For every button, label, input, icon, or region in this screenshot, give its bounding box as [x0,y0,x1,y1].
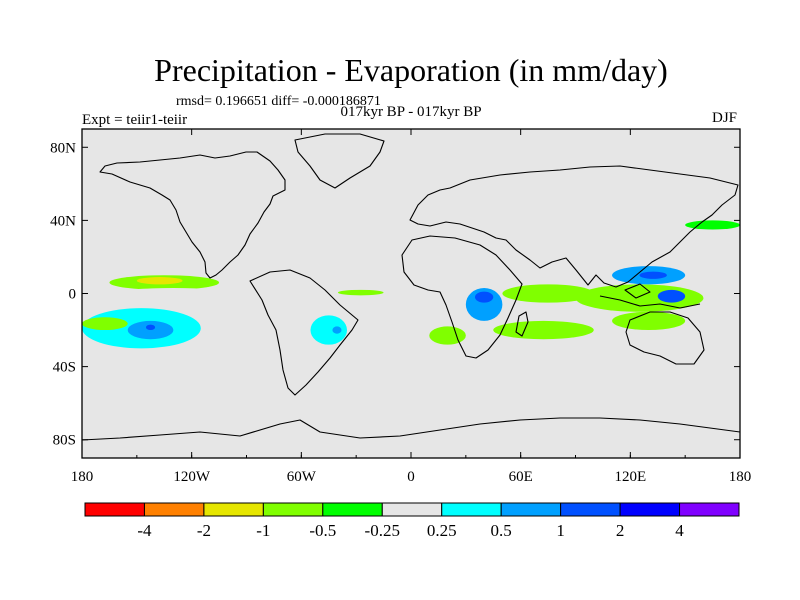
colorbar-swatch [560,502,621,517]
colorbar-label: 2 [616,521,625,540]
contour-fields [82,220,740,349]
contour-region-17 [493,320,594,340]
contour-region-15 [429,326,466,345]
contour-region-13 [465,288,503,321]
colorbar-label: 1 [556,521,565,540]
lat-tick-label: 0 [69,287,77,303]
contour-region-23 [685,220,740,230]
experiment-label: Expt = teiir1-teiir [82,112,188,128]
coastline-europe-asia [409,165,739,288]
contour-region-21 [657,289,686,303]
lon-tick-label: 180 [729,469,752,485]
colorbar-swatch [679,502,740,517]
contour-region-8 [310,315,348,345]
contour-region-6 [145,324,156,331]
lon-tick-label: 120W [173,469,211,485]
colorbar-label: -0.25 [365,521,400,540]
contour-region-11 [292,224,311,234]
colorbar-swatch [143,502,205,517]
lon-tick-label: 0 [407,469,415,485]
colorbar-label: -2 [197,521,211,540]
lat-tick-label: 80S [53,433,76,449]
colorbar-swatch [381,502,443,517]
colorbar-label: -1 [256,521,270,540]
coastline-madagascar [515,311,529,337]
lat-tick-label: 80N [50,140,76,156]
colorbar-label: 0.5 [491,521,512,540]
contour-region-9 [332,326,342,334]
colorbar-label: -0.5 [309,521,336,540]
coastline-north-america [99,151,286,279]
colorbar-swatch [84,502,145,517]
coastline-greenland [294,133,385,189]
coastline-antarctica [82,417,740,441]
coastline-australia [625,311,705,365]
contour-region-3 [118,288,229,298]
period-label: 017kyr BP - 017kyr BP [340,104,482,120]
colorbar-label: 4 [675,521,684,540]
contour-region-2 [136,277,183,285]
map-title: Precipitation - Evaporation (in mm/day) [154,52,668,88]
colorbar-swatch [500,502,562,517]
colorbar-swatch [203,502,264,517]
lon-axis: 180 120W 60W 0 60E 120E 180 [71,129,752,485]
lat-tick-label: 40S [53,360,76,376]
lat-tick-label: 40N [50,213,76,229]
colorbar-swatch [619,502,681,517]
contour-region-16 [502,284,594,303]
coastline-indonesia [599,283,701,309]
coastlines [82,133,740,441]
contour-region-7 [82,317,128,331]
colorbar-swatch [441,502,502,517]
colorbar-swatch [262,502,324,517]
contour-region-10 [118,233,156,239]
contour-region-12 [337,289,384,296]
coastline-africa [401,235,523,359]
colorbar-label: -4 [137,521,152,540]
coastline-south-america [249,269,359,396]
colorbar: -4 -2 -1 -0.5 -0.25 0.25 0.5 1 2 4 [84,502,740,540]
contour-region-22 [612,311,686,331]
season-label: DJF [712,110,738,126]
lat-axis: 80N 40N 0 40S 80S [50,140,740,449]
contour-region-20 [639,271,667,279]
contour-region-14 [474,291,494,303]
colorbar-label: 0.25 [427,521,457,540]
lon-tick-label: 180 [71,469,94,485]
lon-tick-label: 120E [614,469,646,485]
colorbar-swatch [322,502,383,517]
stats-label: rmsd= 0.196651 diff= -0.000186871 [176,94,381,109]
lon-tick-label: 60W [287,469,317,485]
lon-tick-label: 60E [509,469,533,485]
